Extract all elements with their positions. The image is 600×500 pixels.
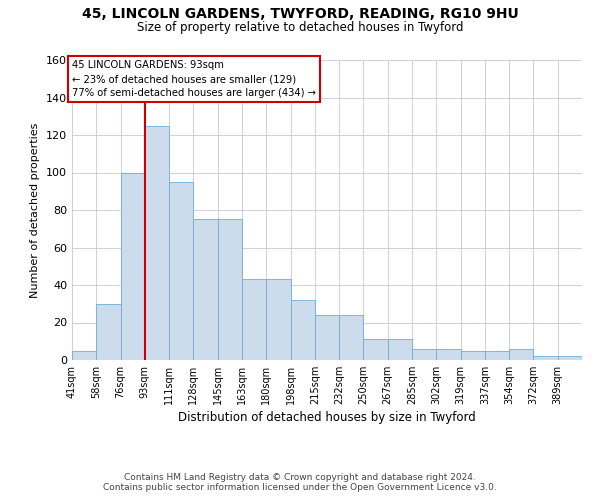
Bar: [193, 220, 218, 360]
Bar: [242, 280, 266, 360]
Bar: [533, 356, 558, 360]
Bar: [461, 350, 485, 360]
Bar: [558, 356, 582, 360]
Text: Size of property relative to detached houses in Twyford: Size of property relative to detached ho…: [137, 21, 463, 34]
Bar: [364, 340, 388, 360]
Text: Contains HM Land Registry data © Crown copyright and database right 2024.
Contai: Contains HM Land Registry data © Crown c…: [103, 473, 497, 492]
Text: 45 LINCOLN GARDENS: 93sqm
← 23% of detached houses are smaller (129)
77% of semi: 45 LINCOLN GARDENS: 93sqm ← 23% of detac…: [72, 60, 316, 98]
Bar: [290, 300, 315, 360]
Bar: [315, 315, 339, 360]
Bar: [72, 350, 96, 360]
Bar: [121, 172, 145, 360]
Y-axis label: Number of detached properties: Number of detached properties: [31, 122, 40, 298]
Bar: [169, 182, 193, 360]
Bar: [218, 220, 242, 360]
Bar: [96, 304, 121, 360]
Bar: [266, 280, 290, 360]
Bar: [436, 349, 461, 360]
Bar: [412, 349, 436, 360]
Bar: [339, 315, 364, 360]
Text: 45, LINCOLN GARDENS, TWYFORD, READING, RG10 9HU: 45, LINCOLN GARDENS, TWYFORD, READING, R…: [82, 8, 518, 22]
Bar: [388, 340, 412, 360]
X-axis label: Distribution of detached houses by size in Twyford: Distribution of detached houses by size …: [178, 411, 476, 424]
Bar: [485, 350, 509, 360]
Bar: [145, 126, 169, 360]
Bar: [509, 349, 533, 360]
